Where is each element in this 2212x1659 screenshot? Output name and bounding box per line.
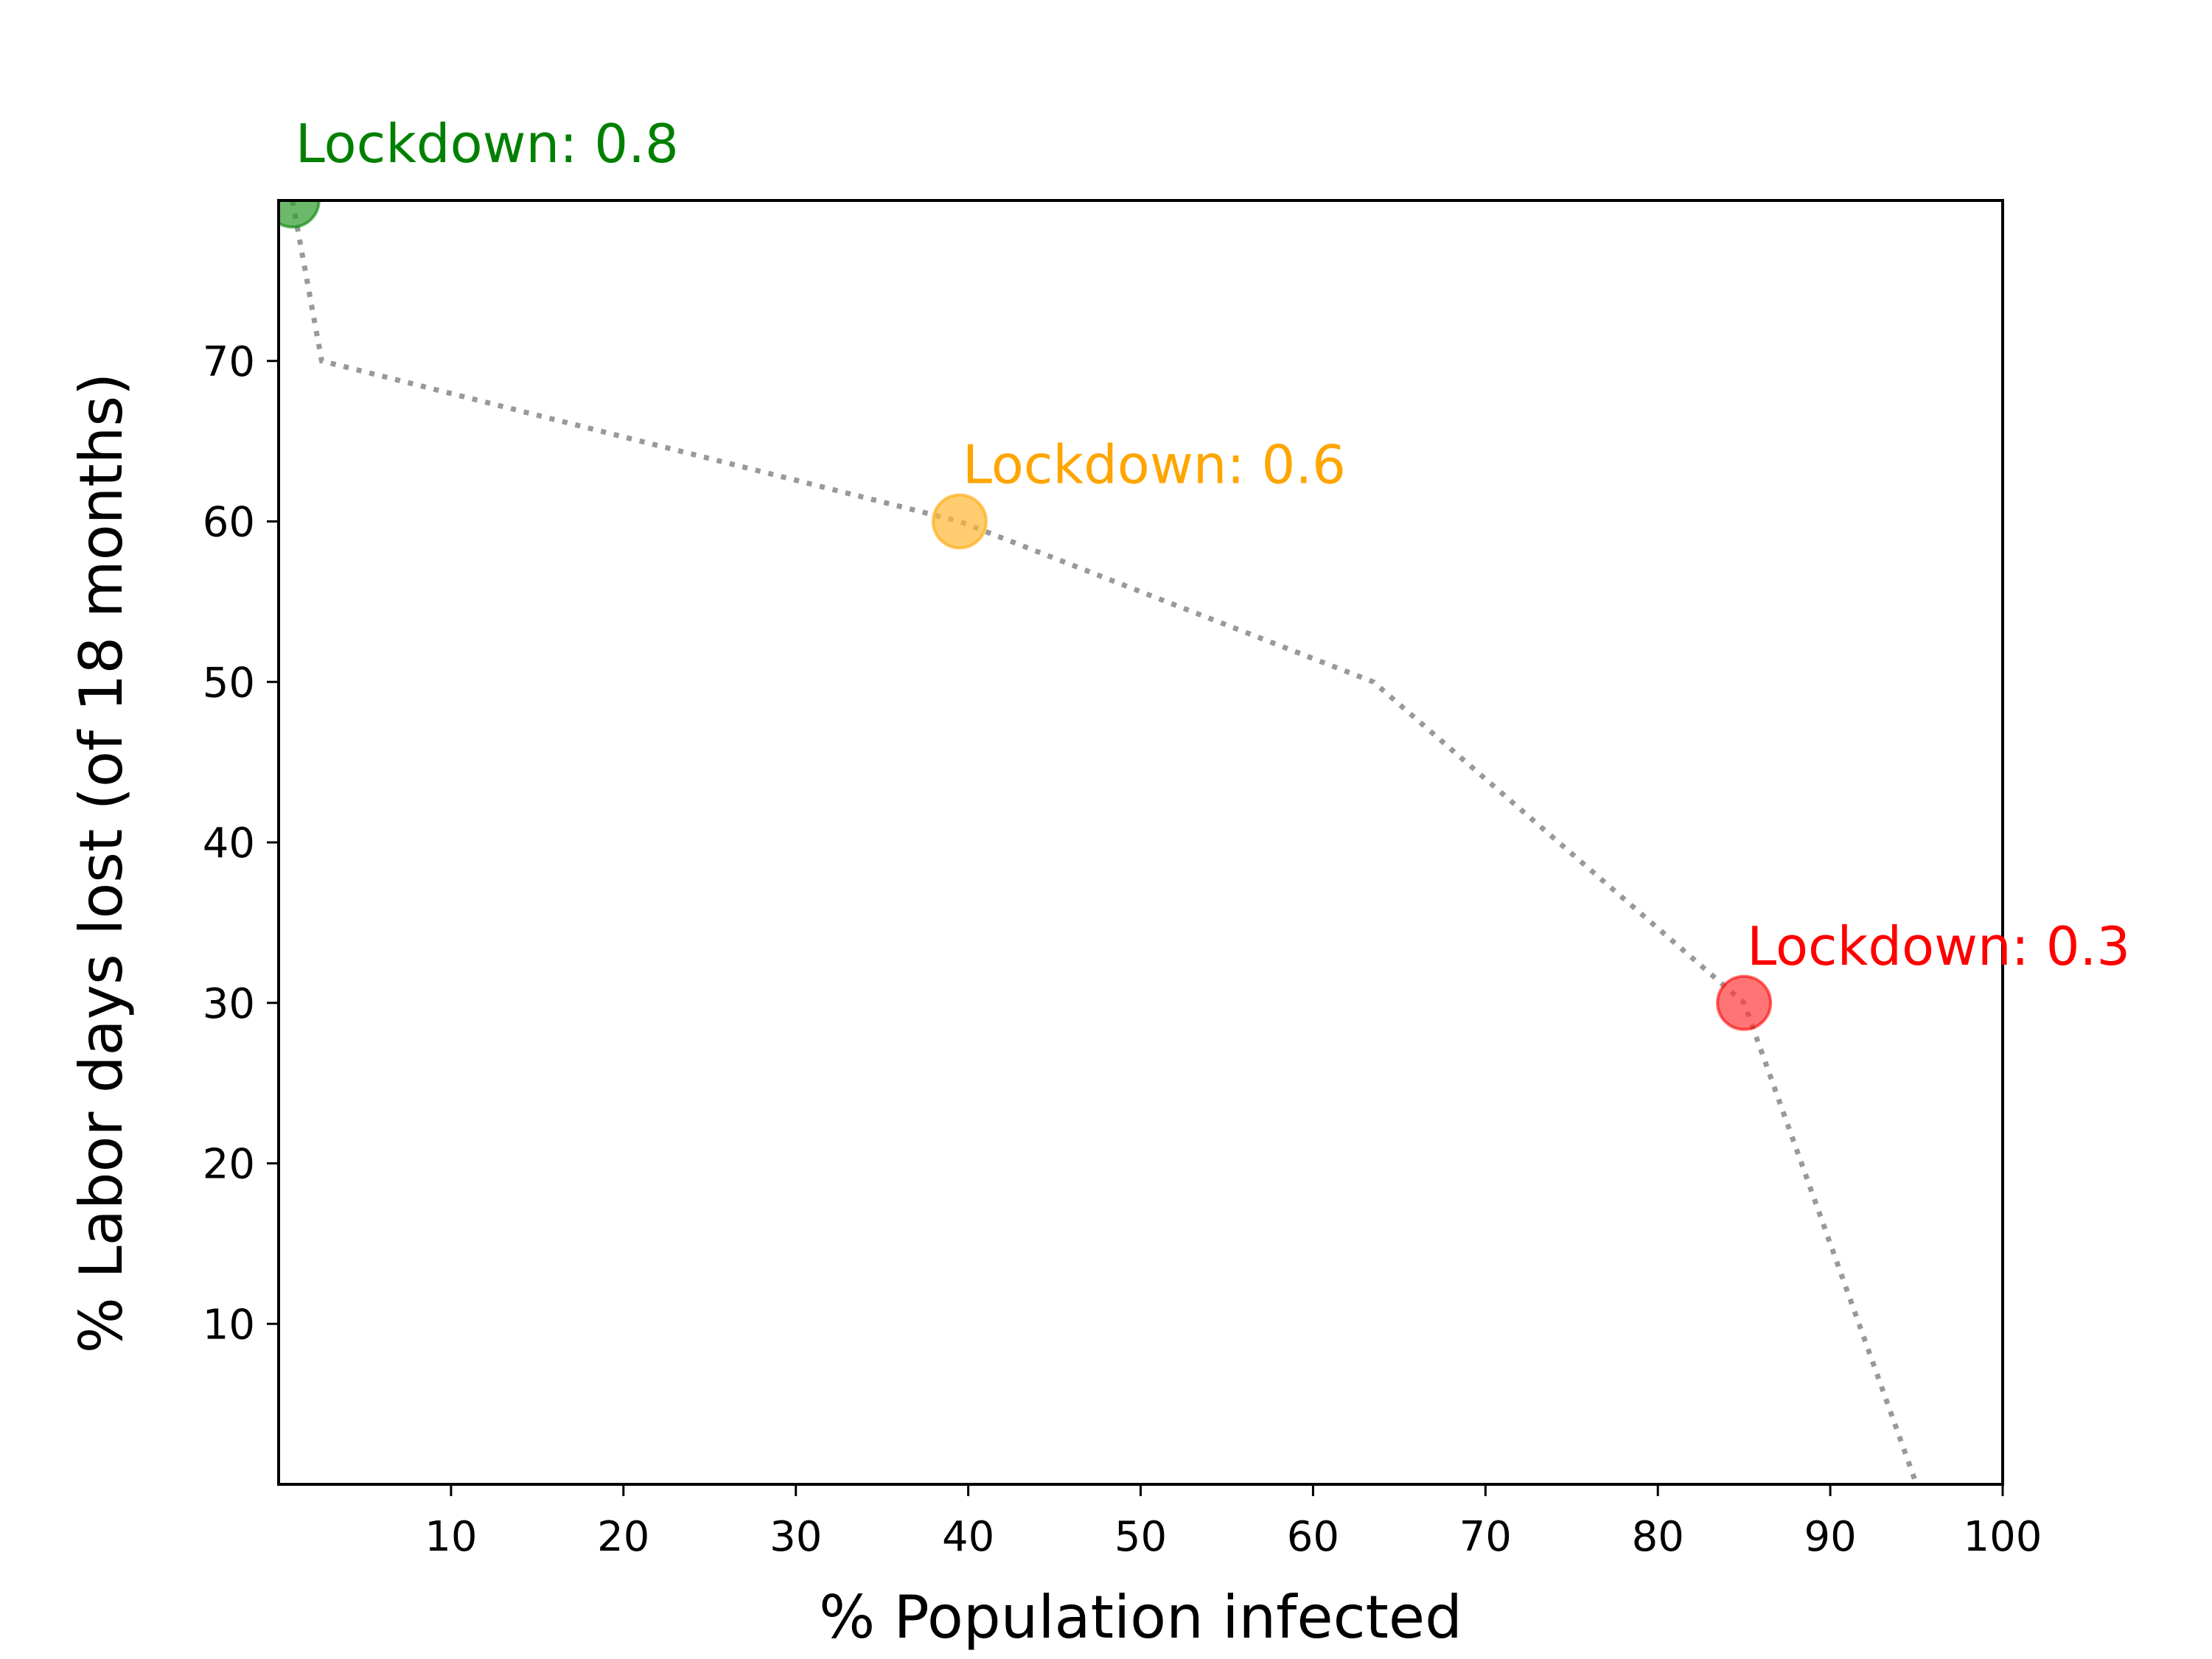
y-tick-label: 30 (203, 980, 255, 1028)
x-axis-label: % Population infected (819, 1583, 1462, 1652)
y-axis-label: % Labor days lost (of 18 months) (67, 373, 136, 1354)
y-tick-label: 20 (203, 1141, 255, 1189)
x-axis-ticks: 10 20 30 40 50 60 70 80 90 100 (425, 1484, 2042, 1561)
x-tick-label: 80 (1632, 1513, 1684, 1561)
y-tick-label: 10 (203, 1301, 255, 1349)
y-tick-label: 60 (203, 499, 255, 547)
x-tick-label: 30 (770, 1513, 822, 1561)
chart-marks (279, 200, 1919, 1484)
point-annotation-3: Lockdown: 0.3 (1747, 915, 2130, 977)
data-point-3 (1716, 974, 1773, 1031)
y-tick-label: 50 (203, 659, 255, 707)
y-axis-ticks: 10 20 30 40 50 60 70 (203, 338, 279, 1349)
y-tick-label: 40 (203, 820, 255, 867)
x-tick-label: 40 (942, 1513, 994, 1561)
x-tick-label: 90 (1804, 1513, 1856, 1561)
x-tick-label: 60 (1287, 1513, 1339, 1561)
point-annotation-2: Lockdown: 0.6 (963, 434, 1346, 496)
x-tick-label: 10 (425, 1513, 477, 1561)
plot-frame (277, 199, 2004, 1486)
y-tick-label: 70 (203, 338, 255, 386)
data-point-2 (931, 493, 988, 550)
x-tick-label: 100 (1964, 1513, 2042, 1561)
point-annotations: Lockdown: 0.8 Lockdown: 0.6 Lockdown: 0.3 (296, 113, 2131, 977)
point-annotation-1: Lockdown: 0.8 (296, 113, 679, 175)
x-tick-label: 70 (1459, 1513, 1512, 1561)
data-point-1 (279, 200, 321, 228)
x-tick-label: 50 (1114, 1513, 1167, 1561)
series-line-frontier (290, 200, 1919, 1484)
x-tick-label: 20 (597, 1513, 649, 1561)
